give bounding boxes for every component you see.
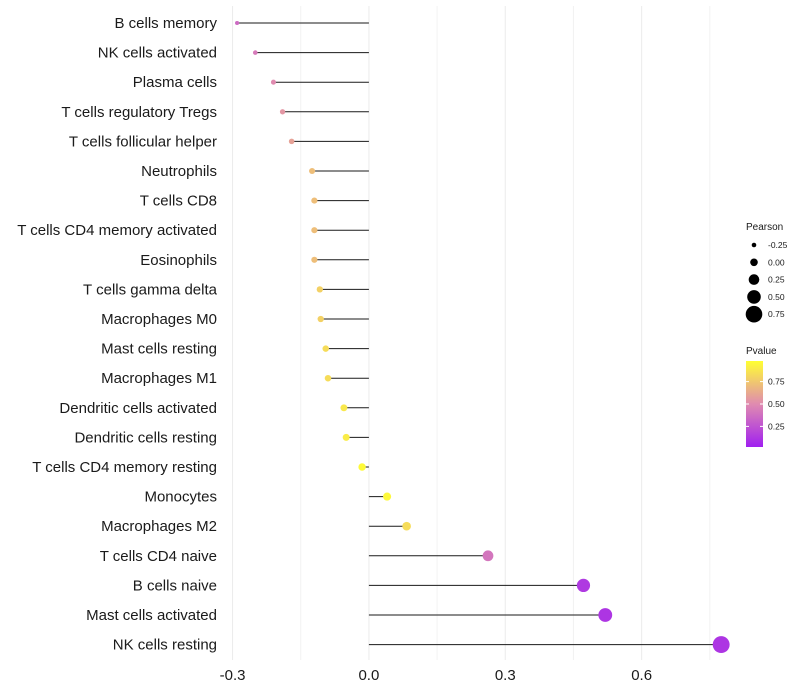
lollipop-stems xyxy=(237,22,722,646)
category-label: T cells CD8 xyxy=(140,193,217,210)
category-label: B cells memory xyxy=(114,15,217,32)
size-legend-key xyxy=(751,242,757,248)
grid-lines xyxy=(232,6,711,660)
size-legend-title: Pearson xyxy=(746,222,783,233)
lollipop-point xyxy=(342,433,350,441)
category-labels: B cells memory NK cells activated Plasma c… xyxy=(17,15,217,654)
lollipop-point xyxy=(324,374,332,382)
size-legend-key xyxy=(747,290,761,304)
category-label: Dendritic cells activated xyxy=(59,400,217,417)
lollipop-point xyxy=(279,109,286,115)
lollipop-point xyxy=(316,286,323,293)
category-label: Plasma cells xyxy=(133,74,217,91)
color-legend: 0.75 0.50 0.25 xyxy=(746,361,785,447)
lollipop-point xyxy=(317,315,324,323)
x-tick-label: 0.6 xyxy=(631,667,652,684)
category-label: Neutrophils xyxy=(141,163,217,180)
size-legend-label: 0.00 xyxy=(768,257,785,267)
x-tick-label: 0.3 xyxy=(495,667,516,684)
lollipop-point xyxy=(402,521,411,531)
color-legend-title: Pvalue xyxy=(746,346,777,357)
category-label: T cells follicular helper xyxy=(69,133,217,150)
color-legend-label: 0.75 xyxy=(768,377,785,387)
lollipop-point xyxy=(383,492,392,501)
x-tick-label: -0.3 xyxy=(220,667,246,684)
x-axis-ticks: -0.3 0.0 0.3 0.6 xyxy=(220,667,652,684)
size-legend: -0.25 0.00 0.25 0.50 0.75 xyxy=(745,240,788,323)
lollipop-point xyxy=(311,256,318,263)
lollipop-point xyxy=(235,20,240,26)
category-label: NK cells activated xyxy=(98,45,217,62)
lollipop-point xyxy=(322,345,329,352)
lollipop-points xyxy=(235,20,730,654)
x-tick-label: 0.0 xyxy=(358,667,379,684)
lollipop-point xyxy=(309,167,316,175)
size-legend-key xyxy=(748,274,760,285)
category-label: Mast cells activated xyxy=(86,607,217,624)
size-legend-label: 0.25 xyxy=(768,275,785,285)
legend: Pearson Pvalue -0.25 0.00 0.25 0.50 0.75 0.7… xyxy=(745,222,788,447)
lollipop-point xyxy=(288,138,295,145)
color-legend-label: 0.50 xyxy=(768,399,785,409)
category-label: B cells naive xyxy=(133,577,217,594)
lollipop-point xyxy=(576,578,591,593)
category-label: Monocytes xyxy=(144,489,217,506)
size-legend-key xyxy=(750,258,758,267)
lollipop-point xyxy=(311,197,318,204)
category-label: T cells CD4 memory activated xyxy=(17,222,217,239)
category-label: Macrophages M2 xyxy=(101,518,217,535)
size-legend-label: 0.75 xyxy=(768,309,785,319)
lollipop-point xyxy=(598,608,613,622)
color-legend-bar xyxy=(746,361,763,447)
category-label: Mast cells resting xyxy=(101,341,217,358)
lollipop-point xyxy=(340,404,348,412)
lollipop-point xyxy=(482,550,494,562)
lollipop-point xyxy=(252,50,258,55)
lollipop-point xyxy=(270,79,276,85)
size-legend-key xyxy=(745,305,763,323)
category-label: T cells CD4 memory resting xyxy=(32,459,217,476)
lollipop-point xyxy=(358,463,366,471)
category-label: T cells gamma delta xyxy=(83,281,218,298)
color-legend-label: 0.25 xyxy=(768,421,785,431)
size-legend-label: 0.50 xyxy=(768,292,785,302)
category-label: Eosinophils xyxy=(140,252,217,269)
category-label: T cells regulatory Tregs xyxy=(61,104,217,121)
category-label: Macrophages M1 xyxy=(101,370,217,387)
category-label: Macrophages M0 xyxy=(101,311,217,328)
lollipop-point xyxy=(311,227,318,234)
lollipop-point xyxy=(712,636,730,654)
category-label: Dendritic cells resting xyxy=(74,429,217,446)
size-legend-label: -0.25 xyxy=(768,240,788,250)
category-label: NK cells resting xyxy=(113,637,217,654)
category-label: T cells CD4 naive xyxy=(100,548,217,565)
